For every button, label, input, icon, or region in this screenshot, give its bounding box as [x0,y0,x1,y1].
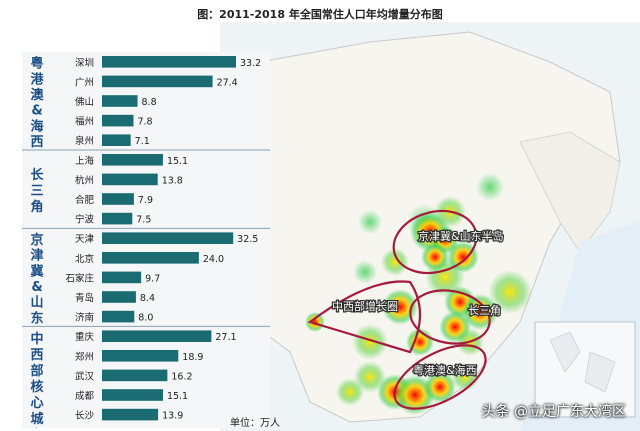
bar [102,350,179,362]
heatmap-china-map: 京津冀&山东半岛 中西部增长圈 长三角 粤港澳&海西 [220,22,640,431]
value-label: 33.2 [240,58,261,69]
category-label: 成都 [75,390,95,402]
bar [102,154,163,166]
map-land-east [519,131,621,253]
category-label: 济南 [75,312,94,324]
region-label-zhongxibu: 中西部增长圈 [332,299,398,313]
value-label: 24.0 [203,254,224,265]
value-label: 8.0 [138,313,153,324]
group-label: 粤港澳&海西 [30,56,44,150]
bar [102,252,199,264]
bar [102,114,134,127]
value-label: 27.1 [215,332,236,343]
category-label: 长沙 [75,410,95,422]
bar [102,271,142,284]
chart-title: 图：2011-2018 年全国常住人口年均增量分布图 [197,8,443,21]
inset-map [534,321,636,418]
category-label: 天津 [75,234,95,245]
value-label: 7.5 [136,215,151,226]
watermark: 头条 @立足广东大湾区 [481,404,626,420]
category-label: 广州 [75,76,94,88]
bar [102,310,135,323]
value-label: 18.9 [182,352,203,363]
value-label: 9.7 [145,273,160,284]
bar [102,232,234,244]
bar [102,193,134,205]
value-label: 7.1 [135,136,150,147]
value-label: 32.5 [237,234,258,245]
category-label: 深圳 [75,58,94,69]
category-label: 泉州 [75,135,94,147]
category-label: 福州 [75,116,94,128]
value-label: 15.1 [167,156,188,167]
group-label: 中西部核心城市 [30,331,43,428]
bar [102,56,236,68]
region-labels: 京津冀&山东半岛 中西部增长圈 长三角 粤港澳&海西 [331,228,505,379]
category-label: 石家庄 [65,272,94,284]
value-label: 15.1 [167,391,188,402]
region-label-changsanjiao: 长三角 [468,304,501,317]
region-label-yuegangao: 粤港澳&海西 [413,363,477,377]
bar [102,389,163,401]
value-label: 13.9 [162,411,183,422]
bar [102,212,133,225]
value-label: 27.4 [217,77,238,88]
value-label: 8.8 [142,97,157,108]
bar [102,408,159,421]
value-label: 8.4 [140,293,155,304]
category-label: 青岛 [75,292,94,304]
category-label: 杭州 [75,174,94,186]
value-label: 7.8 [137,117,152,128]
category-label: 重庆 [75,331,95,343]
category-label: 合肥 [75,194,95,206]
bar [102,291,136,303]
bar [102,330,212,342]
category-label: 宁波 [75,214,95,226]
unit-note: 单位：万人 [230,418,280,429]
bar [102,134,131,146]
category-label: 武汉 [75,370,95,382]
bar-chart-panel: 粤港澳&海西 深圳 33.2 广州 27.4 佛山 8.8 福州 7.8 泉州 7.1 长三角 上海 15… [22,52,270,428]
bar [102,75,213,88]
value-label: 7.9 [138,195,153,206]
bar [102,369,168,382]
region-label-jingjinji: 京津冀&山东半岛 [418,229,504,243]
group-label: 京津冀&山东 [30,232,43,326]
bar [102,173,158,186]
region-ellipses [307,209,491,410]
bar [102,95,138,107]
category-label: 郑州 [75,351,94,363]
category-label: 北京 [75,253,94,265]
category-label: 佛山 [75,96,94,108]
value-label: 16.2 [171,371,192,382]
heat-spots [305,173,532,415]
group-label: 长三角 [30,167,44,215]
value-label: 13.8 [162,175,183,186]
category-label: 上海 [75,155,95,167]
